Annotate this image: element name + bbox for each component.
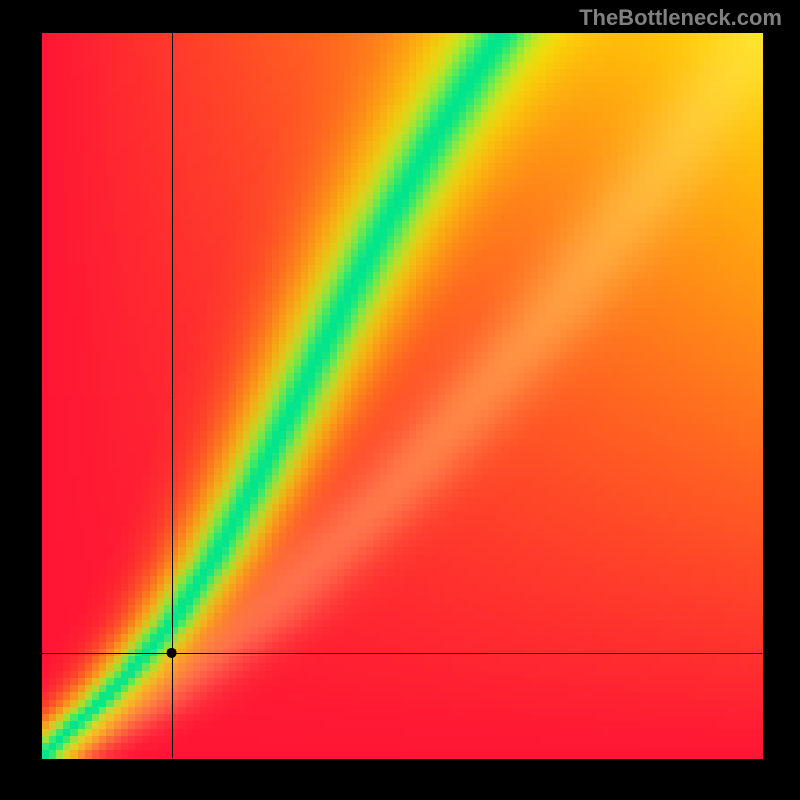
heatmap-canvas <box>0 0 800 800</box>
chart-container: TheBottleneck.com <box>0 0 800 800</box>
watermark-text: TheBottleneck.com <box>579 5 782 31</box>
